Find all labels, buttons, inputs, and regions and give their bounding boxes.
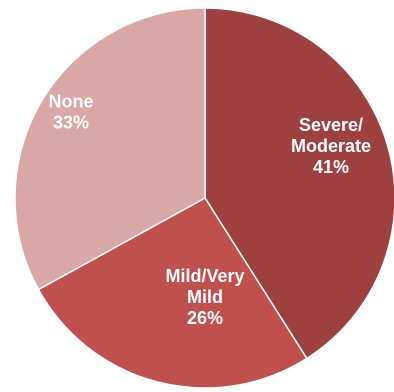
slice-label-2: None 33%	[49, 91, 94, 132]
slice-value-label: 41%	[313, 157, 349, 177]
slice-value-label: 33%	[53, 112, 89, 132]
slice-name-label: Mild	[187, 287, 223, 307]
slice-name-label: Moderate	[291, 136, 371, 156]
pie-slice-2	[14, 7, 206, 291]
slice-name-label: Severe/	[299, 115, 363, 135]
slice-name-label: None	[49, 91, 94, 111]
slice-label-0: Severe/Moderate 41%	[291, 115, 371, 177]
slice-name-label: Mild/Very	[165, 266, 244, 286]
slice-label-1: Mild/Very Mild 26%	[165, 266, 244, 328]
slice-value-label: 26%	[187, 308, 223, 328]
pie-slice-1	[37, 197, 308, 389]
pie-slice-0	[204, 7, 394, 360]
